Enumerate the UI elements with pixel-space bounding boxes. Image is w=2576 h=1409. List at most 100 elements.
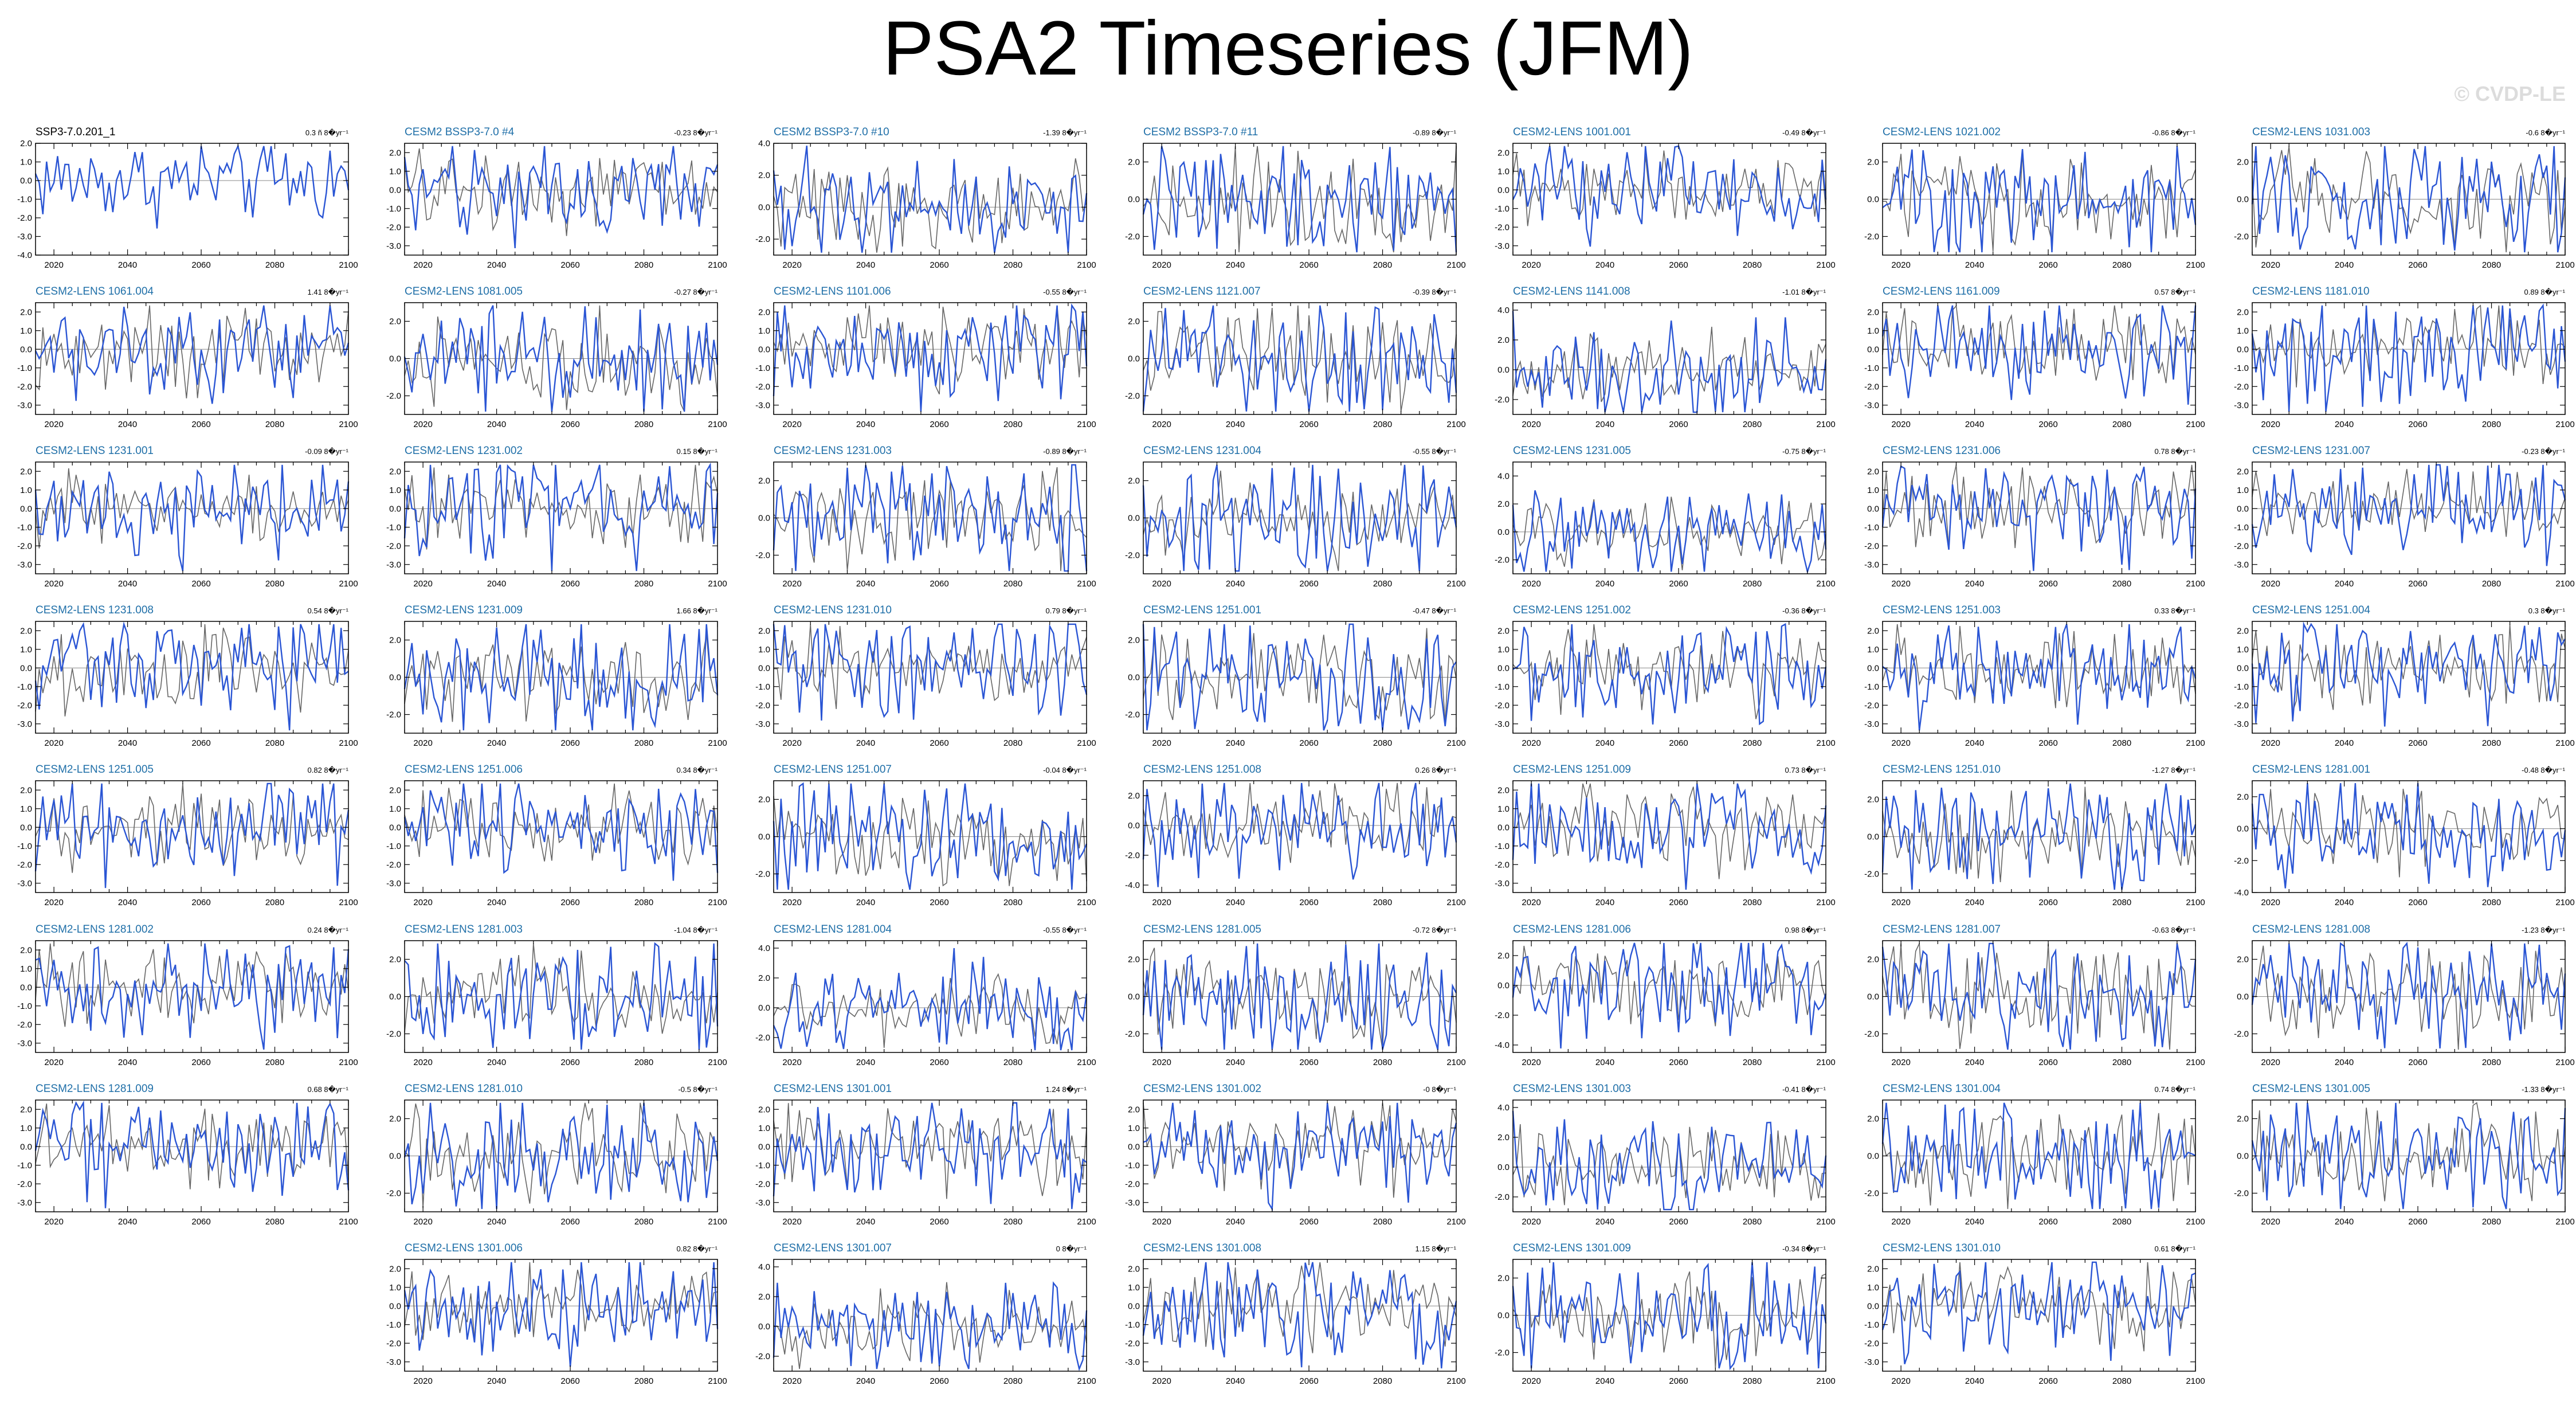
x-tick-label: 2040	[856, 579, 875, 589]
y-tick-label: 0.0	[758, 832, 770, 842]
x-tick-label: 2020	[2261, 260, 2280, 270]
plot-frame	[2252, 621, 2566, 734]
y-tick-label: 1.0	[1128, 1283, 1140, 1293]
x-tick-label: 2040	[487, 738, 506, 748]
panel: CESM2-LENS 1001.001 -0.49 8�yr⁻¹ 2020 2040 2…	[1495, 126, 1836, 270]
y-tick-label: 1.0	[1497, 167, 1509, 177]
panel-title: CESM2-LENS 1231.001	[36, 445, 154, 457]
x-tick-label: 2060	[930, 579, 948, 589]
x-tick-label: 2060	[560, 1217, 579, 1227]
x-tick-label: 2020	[1522, 898, 1540, 907]
x-tick-label: 2040	[487, 579, 506, 589]
y-tick-label: -2.0	[1125, 1338, 1140, 1348]
series-member	[34, 464, 350, 572]
y-tick-label: 1.0	[758, 326, 770, 336]
plot-frame	[1143, 1099, 1457, 1212]
y-tick-label: -2.0	[2234, 382, 2249, 392]
series-ensemble	[404, 943, 718, 1034]
x-tick-label: 2080	[2112, 738, 2131, 748]
y-tick-label: -3.0	[1495, 719, 1509, 729]
y-tick-label: 2.0	[758, 795, 770, 805]
y-tick-label: -2.0	[755, 700, 770, 710]
series-member	[2251, 783, 2566, 889]
panel-title: CESM2-LENS 1281.005	[1143, 923, 1261, 936]
y-tick-label: 0.0	[389, 1152, 401, 1161]
y-tick-label: 2.0	[2237, 1114, 2249, 1124]
y-tick-label: -2.0	[1495, 1011, 1509, 1020]
x-tick-label: 2080	[1003, 579, 1022, 589]
panel-trend: -1.33 8�yr⁻¹	[2522, 1085, 2565, 1094]
x-tick-label: 2080	[265, 898, 284, 907]
panel-trend: -0.39 8�yr⁻¹	[1413, 288, 1456, 296]
y-tick-label: -3.0	[1864, 401, 1879, 410]
panel-trend: 1.24 8�yr⁻¹	[1046, 1085, 1087, 1094]
x-tick-label: 2040	[1226, 260, 1245, 270]
panel-trend: 0.26 8�yr⁻¹	[1416, 766, 1457, 774]
panel: CESM2-LENS 1251.002 -0.36 8�yr⁻¹ 2020 2040 2…	[1495, 604, 1836, 748]
x-tick-label: 2040	[487, 420, 506, 429]
y-tick-label: -1.0	[1864, 363, 1879, 373]
series-ensemble	[1882, 464, 2196, 549]
y-tick-label: -1.0	[755, 363, 770, 373]
y-tick-label: -2.0	[2234, 232, 2249, 242]
y-tick-label: 2.0	[389, 785, 401, 795]
y-tick-label: 1.0	[1867, 486, 1879, 495]
panel: CESM2-LENS 1281.008 -1.23 8�yr⁻¹ 2020 2040 2…	[2234, 923, 2575, 1067]
plot-frame	[35, 461, 349, 574]
x-tick-label: 2060	[191, 260, 210, 270]
x-tick-label: 2020	[44, 420, 63, 429]
series-member	[773, 782, 1088, 890]
x-tick-label: 2080	[1743, 1217, 1762, 1227]
series-ensemble	[773, 467, 1087, 572]
y-tick-label: 0.0	[2237, 663, 2249, 673]
series-member	[773, 464, 1088, 572]
x-tick-label: 2100	[1446, 1217, 1465, 1227]
x-tick-label: 2100	[1816, 579, 1835, 589]
y-tick-label: 1.0	[20, 964, 32, 974]
panel: CESM2-LENS 1301.007 0 8�yr⁻¹ 2020 2040 2060 2…	[755, 1242, 1096, 1386]
panel-trend: -0.41 8�yr⁻¹	[1782, 1085, 1826, 1094]
y-tick-label: 2.0	[389, 636, 401, 645]
y-tick-label: 2.0	[1497, 785, 1509, 795]
panel-title: CESM2-LENS 1231.006	[1883, 445, 2001, 457]
y-tick-label: -2.0	[386, 541, 401, 551]
x-tick-label: 2100	[2555, 579, 2574, 589]
x-tick-label: 2100	[1446, 579, 1465, 589]
panel-trend: -0.75 8�yr⁻¹	[1782, 447, 1826, 456]
series-member	[34, 144, 350, 229]
panel-trend: 0.98 8�yr⁻¹	[1785, 926, 1826, 934]
panel-title: CESM2-LENS 1301.010	[1883, 1242, 2001, 1254]
x-tick-label: 2100	[2555, 738, 2574, 748]
x-tick-label: 2040	[487, 898, 506, 907]
y-tick-label: -3.0	[1495, 241, 1509, 251]
x-tick-label: 2060	[2408, 898, 2427, 907]
panel-title: CESM2-LENS 1031.003	[2252, 126, 2370, 138]
series-member	[403, 1102, 719, 1210]
panel-title: CESM2-LENS 1231.002	[405, 445, 523, 457]
x-tick-label: 2100	[1816, 1058, 1835, 1067]
x-tick-label: 2100	[2555, 1058, 2574, 1067]
series-member	[1512, 1262, 1827, 1371]
y-tick-label: 2.0	[20, 785, 32, 795]
x-tick-label: 2040	[1965, 1058, 1984, 1067]
plot-frame	[1143, 1259, 1457, 1372]
x-tick-label: 2040	[2335, 1217, 2354, 1227]
y-tick-label: -3.0	[755, 1198, 770, 1208]
y-tick-label: -2.0	[755, 234, 770, 244]
x-tick-label: 2020	[44, 1217, 63, 1227]
y-tick-label: 2.0	[1497, 335, 1509, 345]
x-tick-label: 2020	[2261, 1058, 2280, 1067]
x-tick-label: 2100	[2555, 1217, 2574, 1227]
panel-trend: 0.33 8�yr⁻¹	[2155, 606, 2196, 615]
x-tick-label: 2100	[2555, 420, 2574, 429]
panel-title: CESM2-LENS 1181.010	[2252, 285, 2370, 298]
panel-title: CESM2-LENS 1301.005	[2252, 1083, 2370, 1095]
x-tick-label: 2060	[2038, 738, 2057, 748]
x-tick-label: 2040	[487, 1217, 506, 1227]
x-tick-label: 2060	[1299, 260, 1318, 270]
y-tick-label: 1.0	[20, 645, 32, 655]
plot-frame	[35, 1099, 349, 1212]
x-tick-label: 2100	[339, 579, 358, 589]
x-tick-label: 2080	[1003, 738, 1022, 748]
series-ensemble	[2252, 1102, 2566, 1201]
